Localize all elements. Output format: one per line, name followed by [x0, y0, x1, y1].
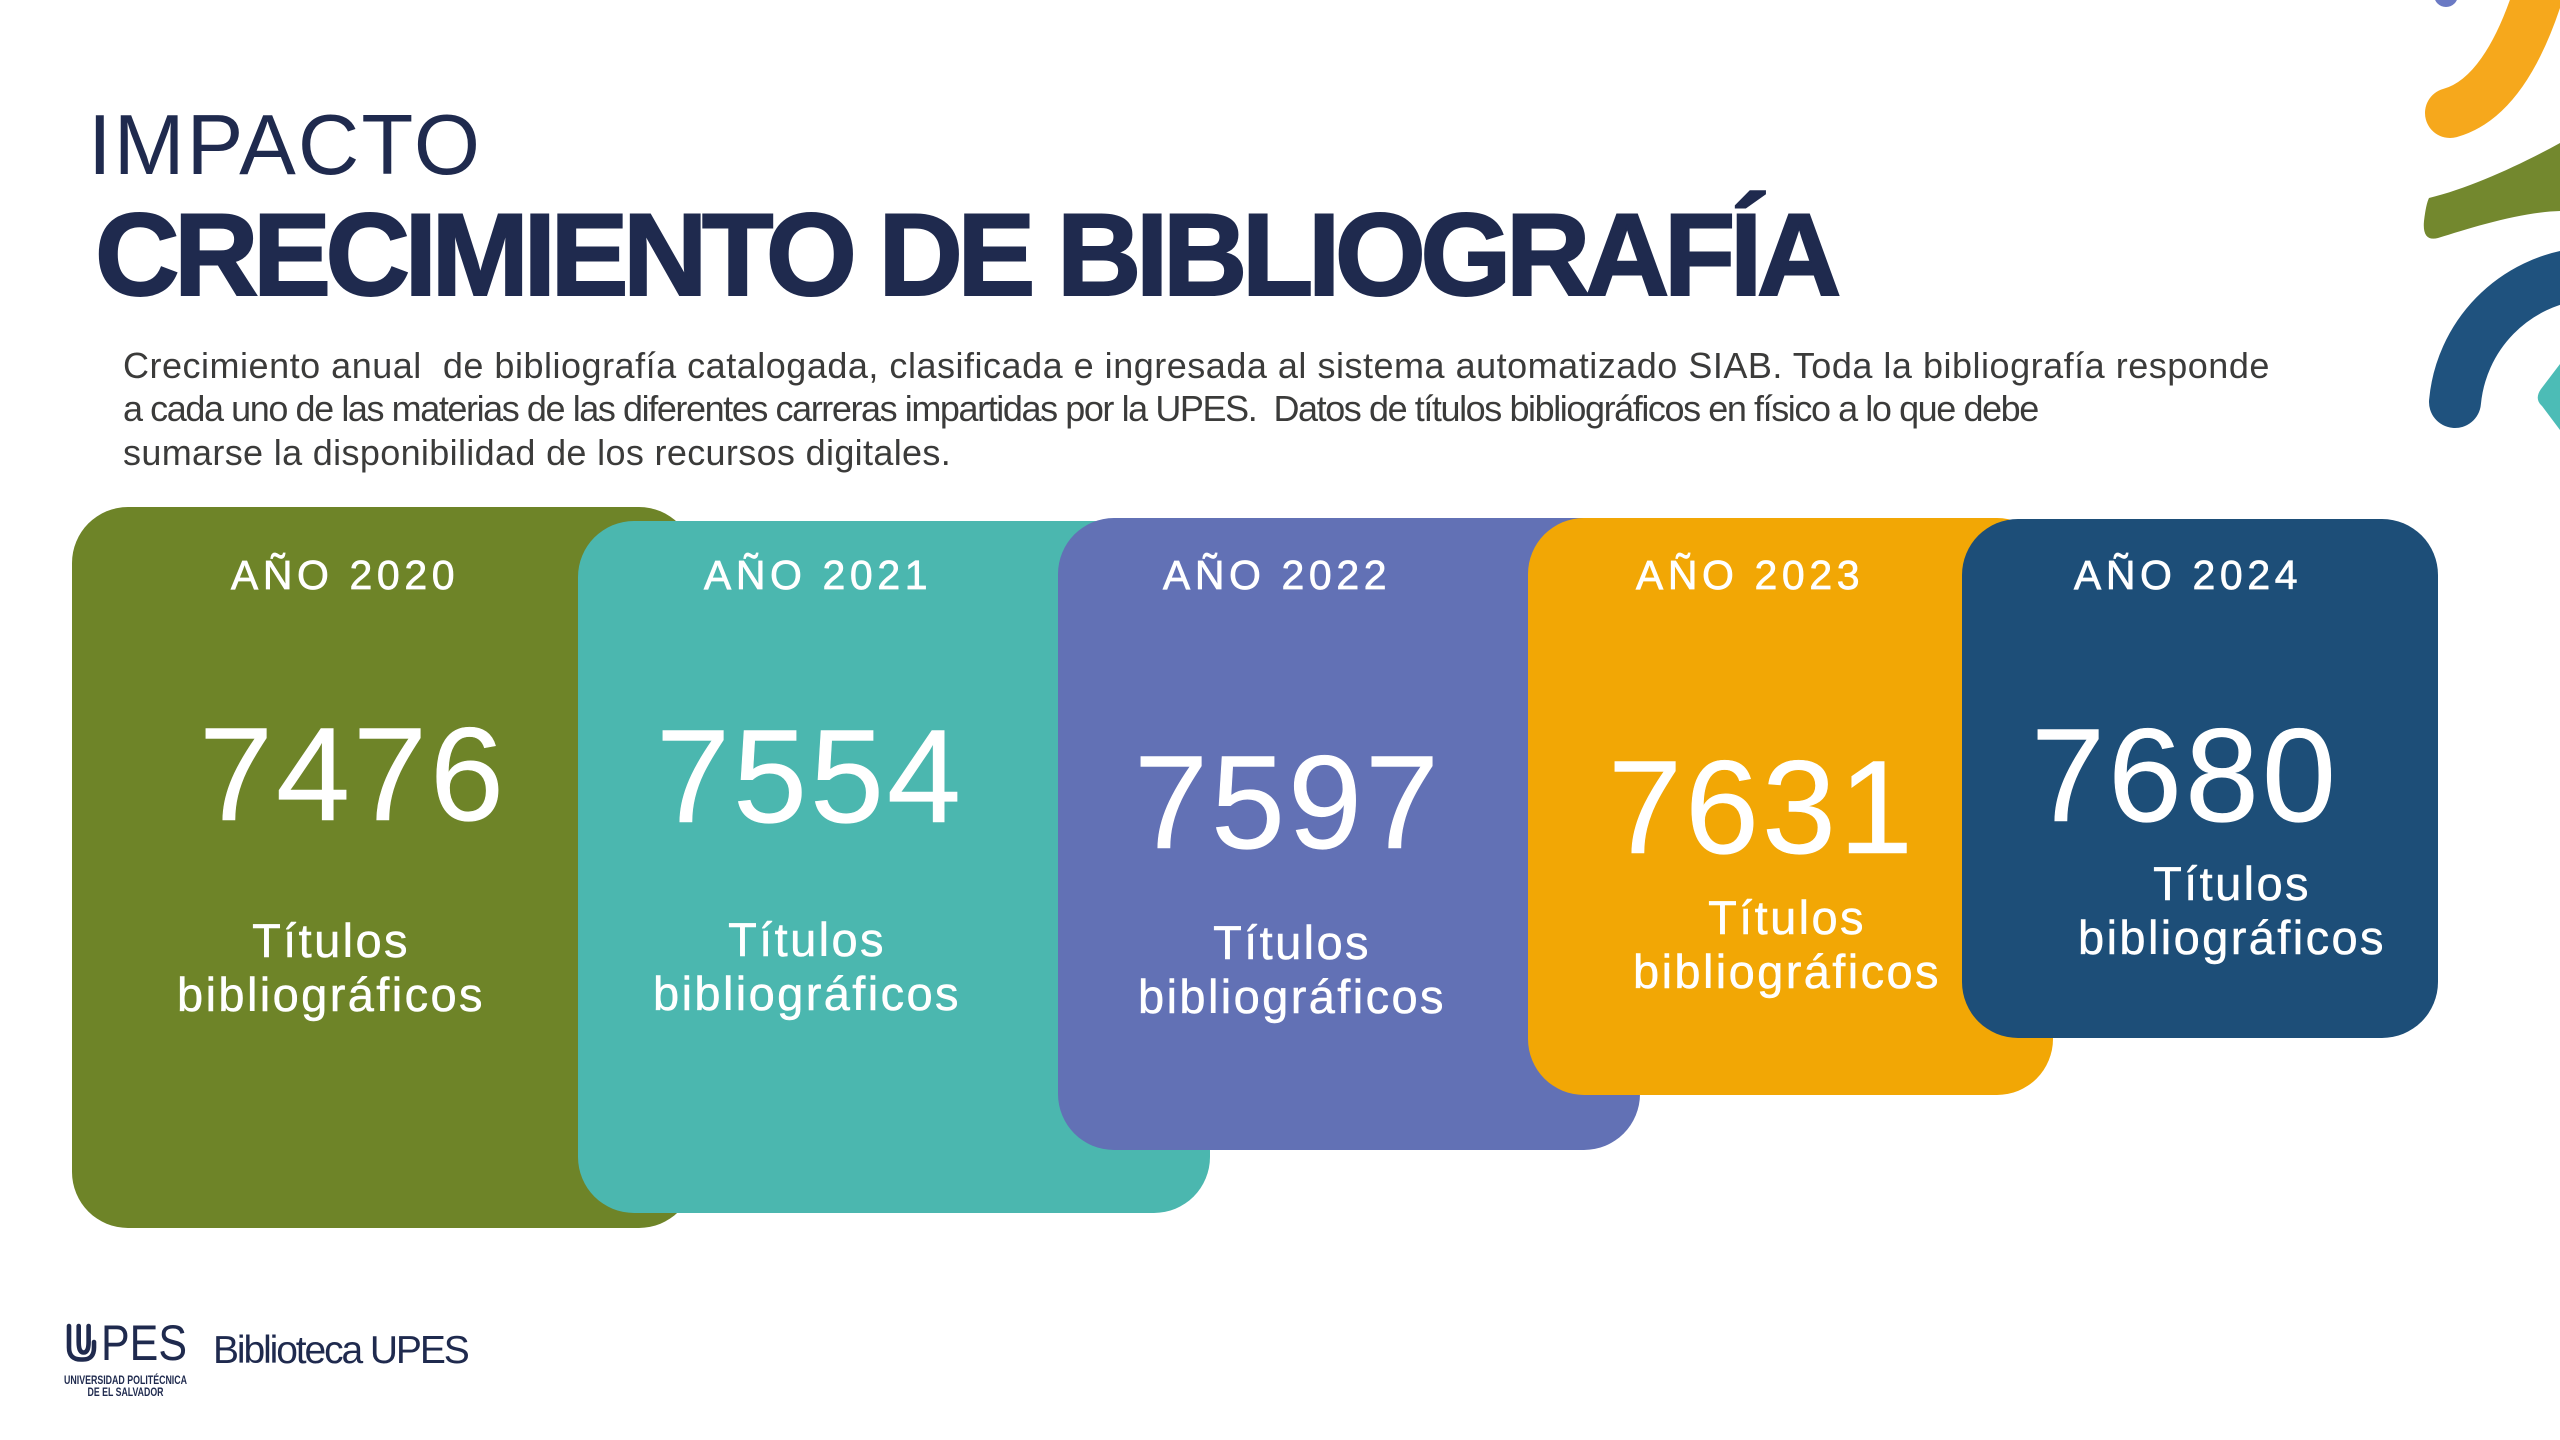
svg-text:DE EL SALVADOR: DE EL SALVADOR: [88, 1385, 164, 1399]
svg-text:PES: PES: [101, 1318, 187, 1371]
svg-text:UNIVERSIDAD POLITÉCNICA: UNIVERSIDAD POLITÉCNICA: [64, 1372, 187, 1387]
